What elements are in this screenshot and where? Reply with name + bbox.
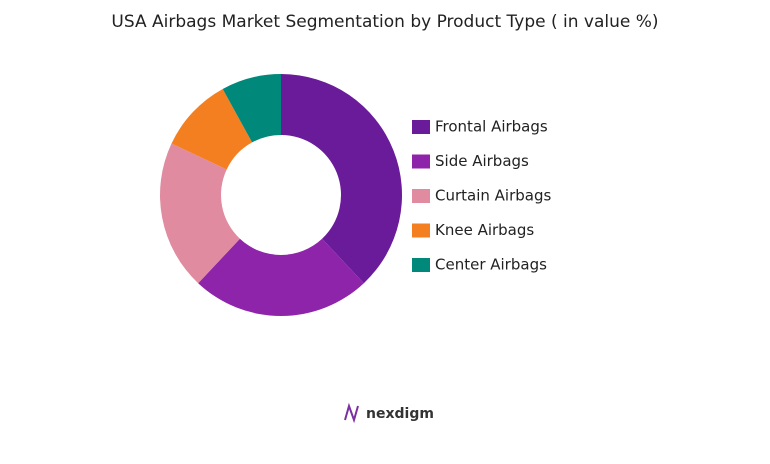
brand-logo: nexdigm	[344, 402, 434, 424]
legend-swatch	[412, 120, 430, 134]
legend-swatch	[412, 223, 430, 238]
slice	[222, 74, 281, 143]
legend-label: Side Airbags	[435, 152, 529, 170]
legend-label: Curtain Airbags	[435, 187, 551, 205]
legend-label: Center Airbags	[435, 256, 547, 274]
legend-swatch	[412, 258, 430, 272]
brand-name: nexdigm	[366, 406, 434, 422]
slice	[281, 74, 402, 284]
legend-label: Frontal Airbags	[435, 118, 548, 136]
brand-icon	[344, 402, 359, 424]
legend-swatch	[412, 154, 430, 169]
chart-title: USA Airbags Market Segmentation by Produ…	[111, 12, 658, 32]
legend-swatch	[412, 189, 430, 203]
legend-label: Knee Airbags	[435, 221, 534, 239]
slice	[160, 143, 240, 284]
slice	[198, 238, 364, 316]
slice	[171, 88, 253, 170]
